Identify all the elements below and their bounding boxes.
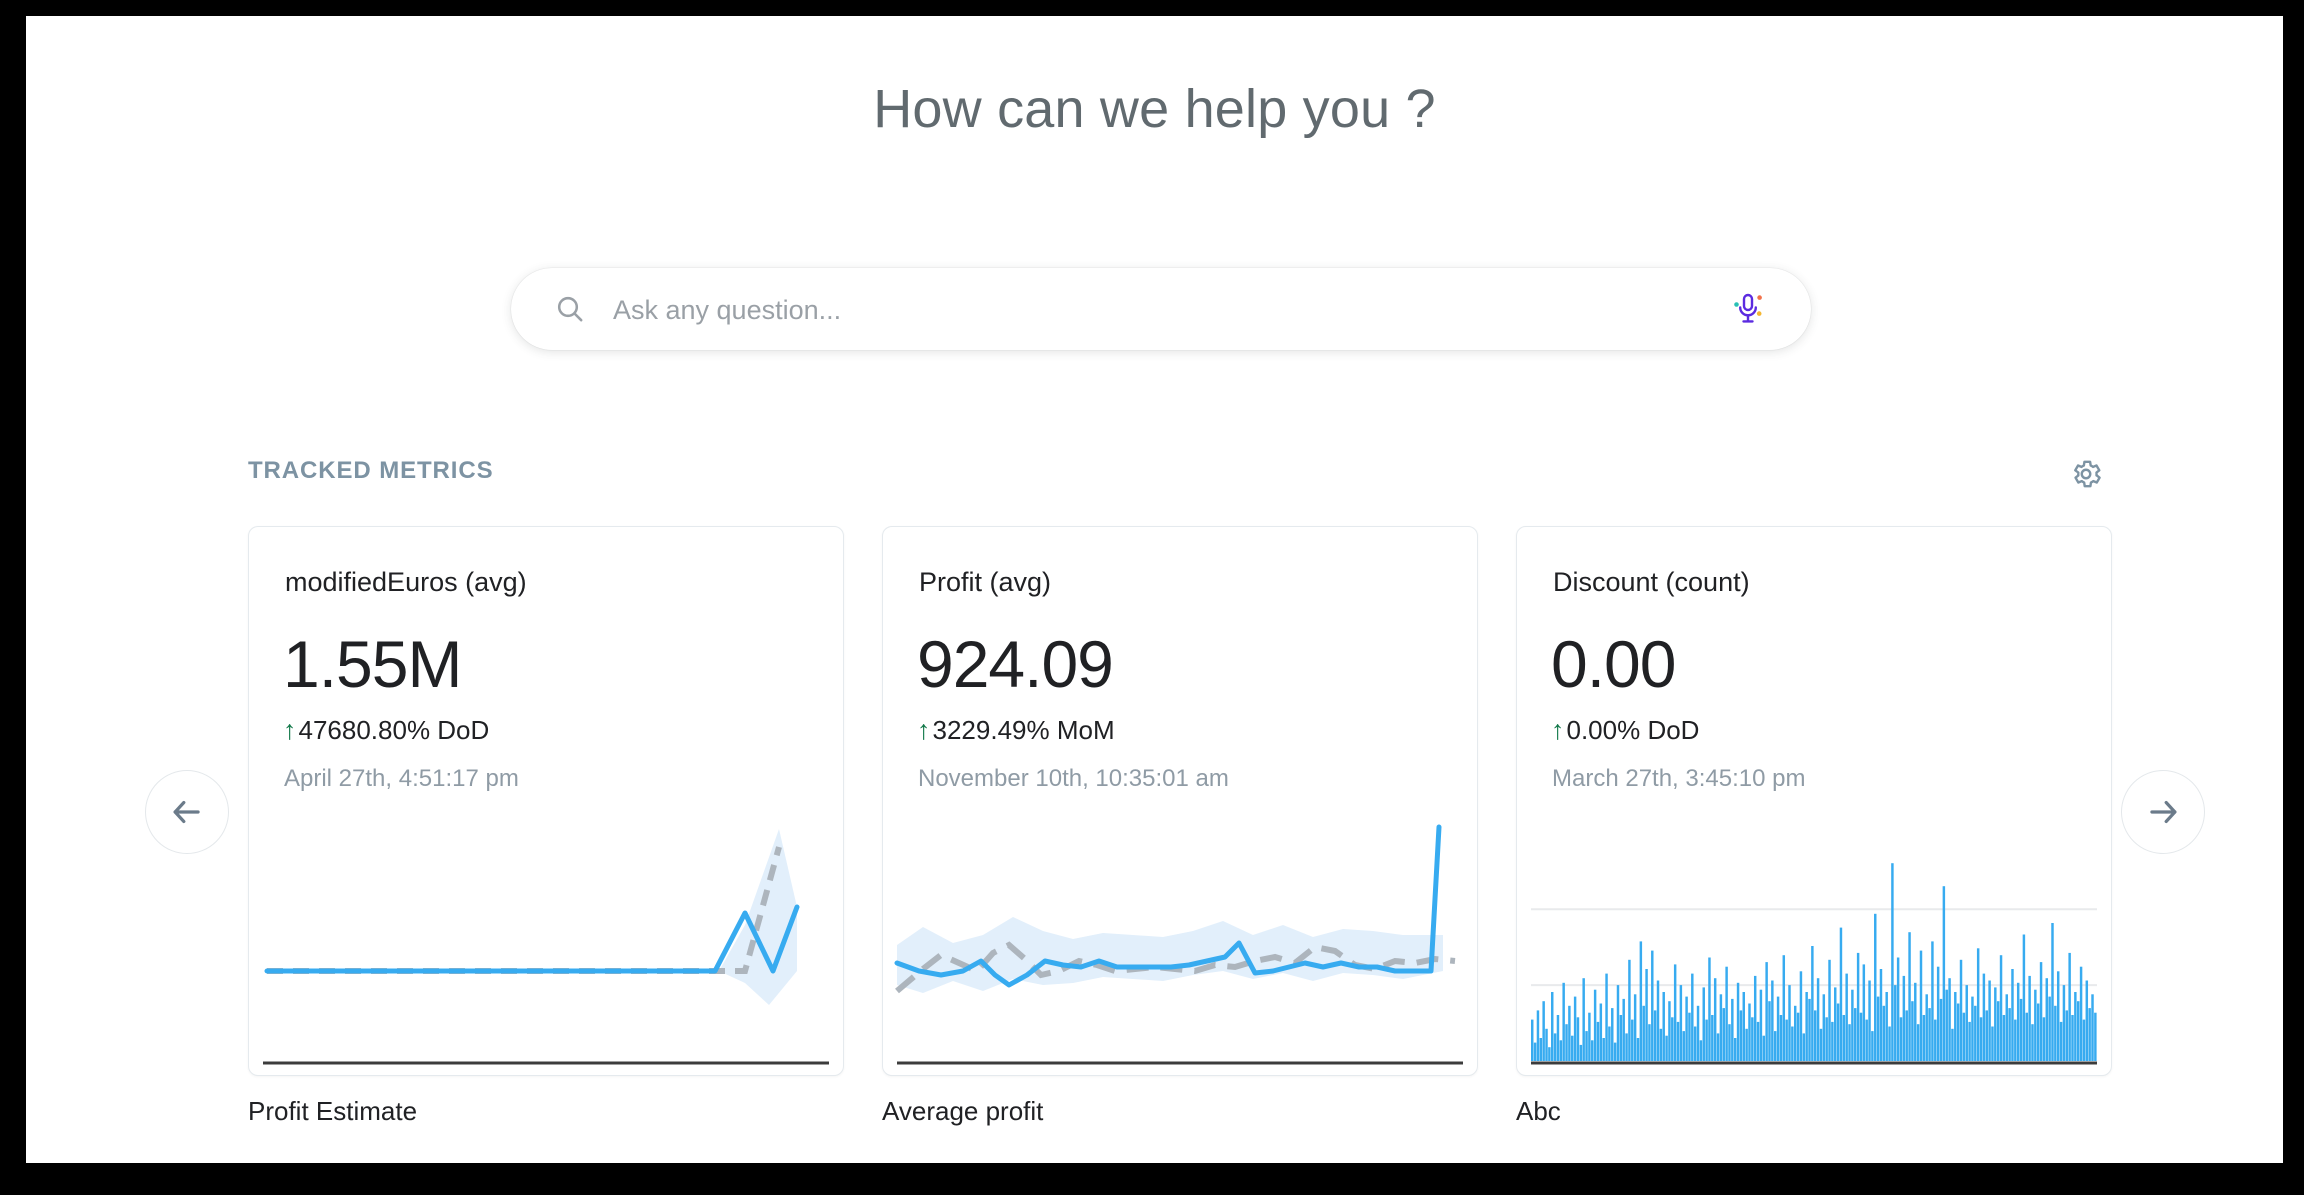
metric-delta: ↑ 3229.49% MoM bbox=[917, 715, 1115, 746]
carousel-prev-button[interactable] bbox=[145, 770, 229, 854]
trend-up-icon: ↑ bbox=[1551, 715, 1565, 745]
app-page: How can we help you ? bbox=[26, 16, 2283, 1163]
metric-caption: Average profit bbox=[882, 1096, 1044, 1126]
metric-delta: ↑ 0.00% DoD bbox=[1551, 715, 1699, 746]
metric-title: Profit (avg) bbox=[919, 567, 1052, 597]
carousel-next-button[interactable] bbox=[2121, 770, 2205, 854]
chart-gridlines bbox=[1531, 908, 2097, 987]
metric-caption: Abc bbox=[1516, 1096, 1561, 1126]
metric-timestamp: March 27th, 3:45:10 pm bbox=[1552, 765, 1806, 792]
metric-value: 924.09 bbox=[917, 627, 1114, 701]
metric-delta: ↑ 47680.80% DoD bbox=[283, 715, 489, 746]
metric-card[interactable]: Profit (avg) 924.09 ↑ 3229.49% MoM Novem… bbox=[882, 526, 1478, 1076]
metric-value: 1.55M bbox=[283, 627, 462, 701]
metric-title: modifiedEuros (avg) bbox=[285, 567, 527, 597]
metric-delta-text: 47680.80% DoD bbox=[298, 715, 490, 745]
metric-delta-text: 0.00% DoD bbox=[1566, 715, 1700, 745]
arrow-left-icon bbox=[173, 800, 200, 824]
page-title: How can we help you ? bbox=[873, 79, 1436, 139]
search-bar[interactable] bbox=[511, 268, 1811, 352]
metric-delta-text: 3229.49% MoM bbox=[932, 715, 1115, 745]
metric-sparkline bbox=[263, 829, 829, 1065]
search-icon bbox=[553, 292, 587, 326]
metric-sparkline bbox=[894, 824, 1463, 1065]
search-input[interactable] bbox=[611, 268, 1715, 352]
metric-card[interactable]: Discount (count) 0.00 ↑ 0.00% DoD March … bbox=[1516, 526, 2112, 1076]
metric-title: Discount (count) bbox=[1553, 567, 1750, 597]
tracked-metrics-label: TRACKED METRICS bbox=[248, 457, 494, 484]
microphone-icon[interactable] bbox=[1727, 288, 1769, 330]
trend-up-icon: ↑ bbox=[917, 715, 931, 745]
metric-bar-chart bbox=[1531, 863, 2097, 1065]
trend-up-icon: ↑ bbox=[283, 715, 297, 745]
metric-value: 0.00 bbox=[1551, 627, 1676, 701]
metric-timestamp: April 27th, 4:51:17 pm bbox=[284, 765, 519, 792]
metric-caption: Profit Estimate bbox=[248, 1096, 418, 1126]
arrow-right-icon bbox=[2150, 800, 2177, 824]
gear-icon[interactable] bbox=[2066, 454, 2106, 494]
metric-card[interactable]: modifiedEuros (avg) 1.55M ↑ 47680.80% Do… bbox=[248, 526, 844, 1076]
metric-timestamp: November 10th, 10:35:01 am bbox=[918, 765, 1229, 792]
chart-bars bbox=[1531, 863, 2097, 1061]
